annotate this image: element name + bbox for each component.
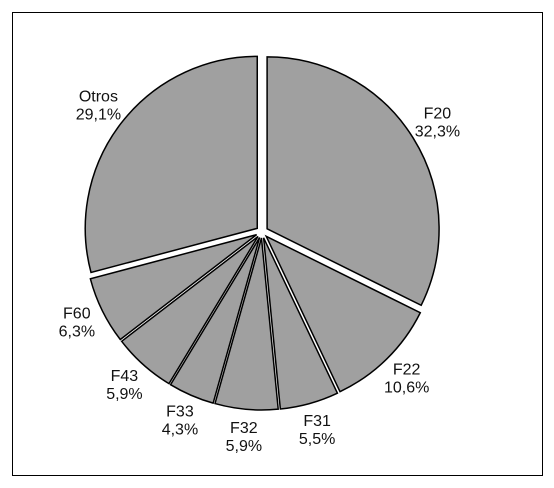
slice-label: F43	[111, 368, 139, 385]
pie-slice	[264, 234, 422, 393]
value-label: 5,9%	[106, 386, 142, 403]
pie-slice	[89, 233, 258, 341]
pie-slice	[169, 237, 261, 405]
value-label: 5,9%	[226, 438, 262, 455]
slice-label: F60	[63, 305, 91, 322]
slice-label: F20	[424, 105, 452, 122]
pie-slice	[84, 55, 258, 274]
value-label: 10,6%	[384, 379, 429, 396]
slice-label: F32	[230, 420, 258, 437]
slice-label: Otros	[79, 88, 118, 105]
slice-label: F31	[303, 413, 331, 430]
pie-slice	[262, 237, 339, 410]
value-label: 4,3%	[162, 422, 198, 439]
pie-slice	[214, 237, 280, 411]
value-label: 32,3%	[415, 123, 460, 140]
frame	[12, 12, 543, 476]
slice-label: F33	[166, 404, 194, 421]
value-label: 6,3%	[59, 323, 95, 340]
slice-label: F22	[393, 361, 421, 378]
value-label: 29,1%	[76, 106, 121, 123]
value-label: 5,5%	[299, 431, 335, 448]
pie-slice	[266, 56, 440, 307]
pie-slice	[120, 235, 259, 385]
